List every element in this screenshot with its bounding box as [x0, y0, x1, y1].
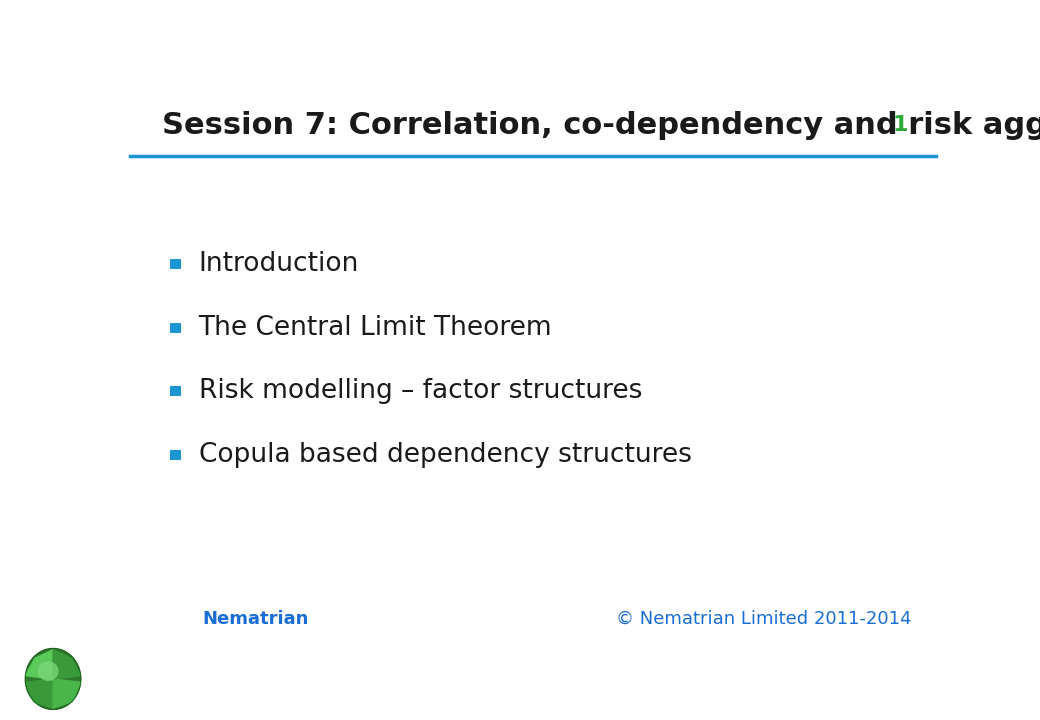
Polygon shape: [53, 679, 81, 708]
Text: Introduction: Introduction: [199, 251, 359, 276]
Polygon shape: [53, 649, 81, 679]
Polygon shape: [38, 662, 58, 680]
FancyBboxPatch shape: [171, 387, 181, 396]
FancyBboxPatch shape: [171, 323, 181, 333]
Text: Copula based dependency structures: Copula based dependency structures: [199, 442, 692, 468]
Text: Nematrian: Nematrian: [203, 610, 309, 628]
Text: The Central Limit Theorem: The Central Limit Theorem: [199, 315, 552, 341]
Polygon shape: [25, 679, 53, 708]
Polygon shape: [25, 649, 53, 679]
Polygon shape: [25, 649, 81, 709]
Text: © Nematrian Limited 2011-2014: © Nematrian Limited 2011-2014: [617, 610, 912, 628]
FancyBboxPatch shape: [171, 258, 181, 269]
Text: 1: 1: [892, 115, 908, 135]
Text: Session 7: Correlation, co-dependency and risk aggregation: Session 7: Correlation, co-dependency an…: [162, 111, 1040, 140]
FancyBboxPatch shape: [171, 450, 181, 460]
Text: Risk modelling – factor structures: Risk modelling – factor structures: [199, 378, 642, 405]
